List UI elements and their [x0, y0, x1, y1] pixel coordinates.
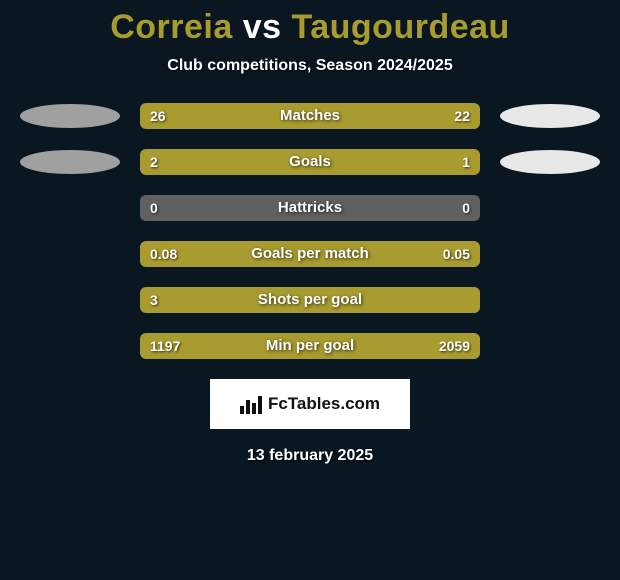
stat-bar: 21Goals — [140, 149, 480, 175]
stat-row: 0.080.05Goals per match — [0, 241, 620, 267]
team-badge-left — [20, 333, 120, 359]
subtitle: Club competitions, Season 2024/2025 — [0, 57, 620, 75]
stat-row: 11972059Min per goal — [0, 333, 620, 359]
team-badge-right — [500, 149, 600, 175]
team-badge-right — [500, 103, 600, 129]
stat-row: 00Hattricks — [0, 195, 620, 221]
team-badge-left — [20, 287, 120, 313]
stat-bar: 11972059Min per goal — [140, 333, 480, 359]
chart-icon — [240, 394, 262, 414]
team-badge-right — [500, 287, 600, 313]
badge-ellipse-icon — [500, 150, 600, 174]
date-label: 13 february 2025 — [0, 447, 620, 465]
page-title: Correia vs Taugourdeau — [0, 8, 620, 47]
metric-label: Goals per match — [140, 241, 480, 267]
stat-bar: 0.080.05Goals per match — [140, 241, 480, 267]
stat-row: 3Shots per goal — [0, 287, 620, 313]
stat-bar: 00Hattricks — [140, 195, 480, 221]
stat-bar: 2622Matches — [140, 103, 480, 129]
vs-label: vs — [243, 8, 282, 46]
team-badge-left — [20, 149, 120, 175]
metric-label: Min per goal — [140, 333, 480, 359]
player1-name: Correia — [110, 8, 233, 46]
stats-rows: 2622Matches 21Goals 00Hattricks 0.080.05Goa… — [0, 103, 620, 359]
footer-logo: FcTables.com — [210, 379, 410, 429]
stat-row: 2622Matches — [0, 103, 620, 129]
badge-ellipse-icon — [20, 150, 120, 174]
metric-label: Goals — [140, 149, 480, 175]
footer-logo-text: FcTables.com — [268, 394, 380, 414]
metric-label: Shots per goal — [140, 287, 480, 313]
stat-row: 21Goals — [0, 149, 620, 175]
team-badge-right — [500, 333, 600, 359]
metric-label: Hattricks — [140, 195, 480, 221]
metric-label: Matches — [140, 103, 480, 129]
player2-name: Taugourdeau — [291, 8, 509, 46]
team-badge-left — [20, 195, 120, 221]
badge-ellipse-icon — [500, 104, 600, 128]
team-badge-right — [500, 195, 600, 221]
comparison-card: Correia vs Taugourdeau Club competitions… — [0, 0, 620, 465]
team-badge-left — [20, 103, 120, 129]
team-badge-left — [20, 241, 120, 267]
stat-bar: 3Shots per goal — [140, 287, 480, 313]
team-badge-right — [500, 241, 600, 267]
badge-ellipse-icon — [20, 104, 120, 128]
